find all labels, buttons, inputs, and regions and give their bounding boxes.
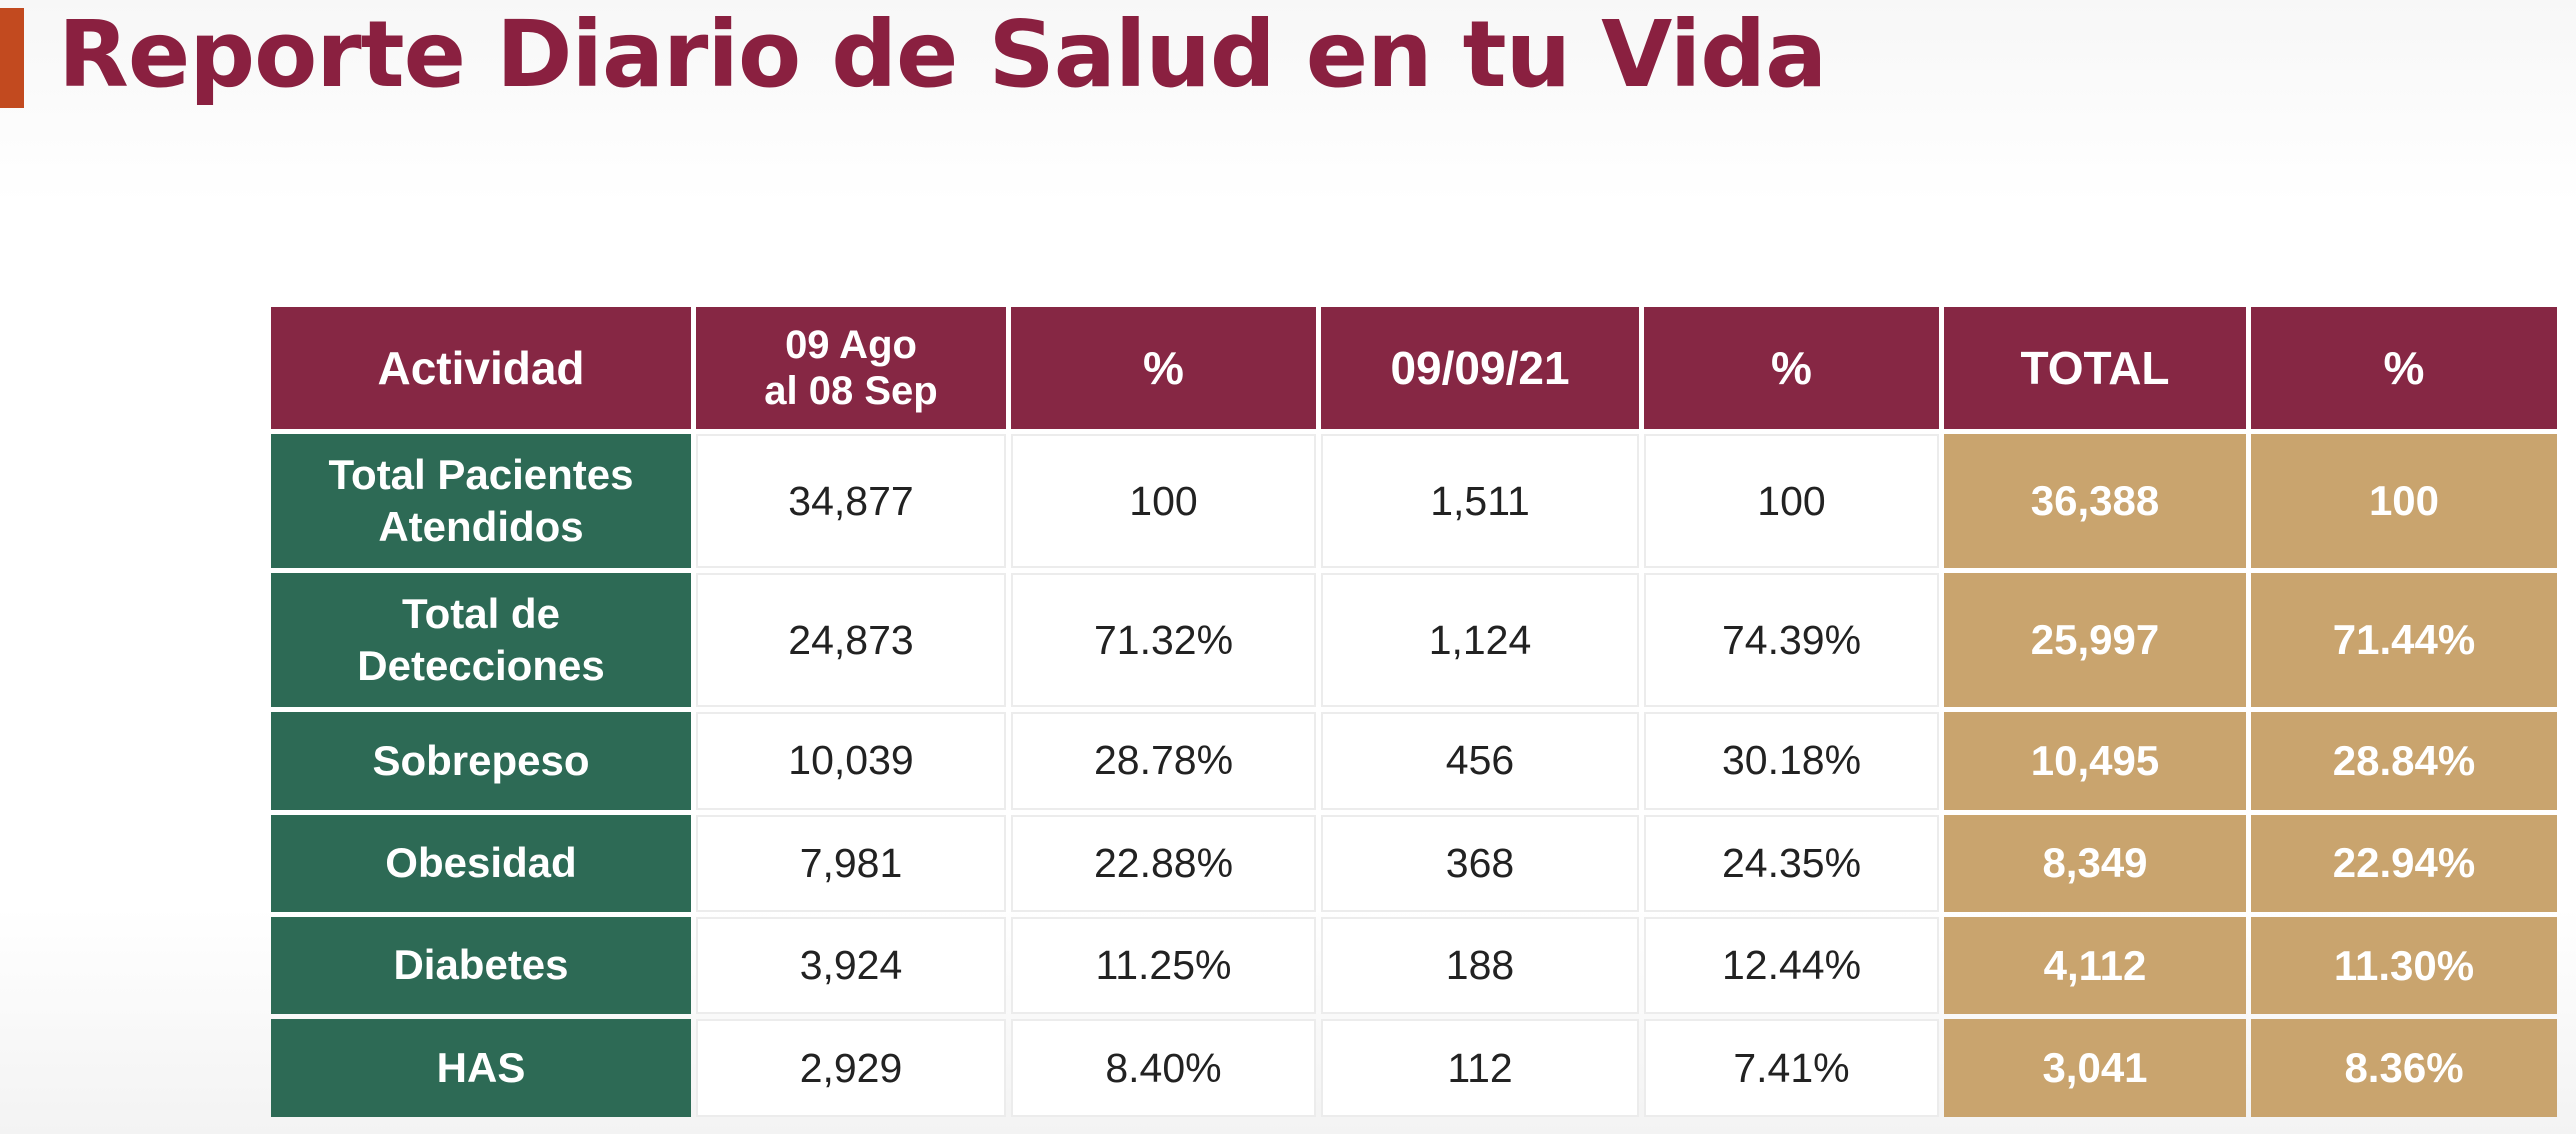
cell-periodo-pct: 28.78% (1011, 712, 1316, 810)
row-label-line1: Total Pacientes (328, 450, 634, 498)
cell-dia: 1,511 (1321, 434, 1639, 569)
header-fecha-pct: % (1644, 307, 1939, 429)
cell-periodo-pct: 71.32% (1011, 573, 1316, 708)
row-label: Obesidad (271, 814, 691, 912)
cell-dia: 112 (1321, 1019, 1639, 1117)
health-report-table: Actividad 09 Ago al 08 Sep % 09/09/21 % … (266, 302, 2562, 1122)
row-label-line2: Detecciones (357, 642, 605, 690)
cell-periodo: 10,039 (696, 712, 1006, 810)
row-label: Total de Detecciones (271, 573, 691, 708)
page-title: Reporte Diario de Salud en tu Vida (58, 1, 1827, 108)
cell-total: 36,388 (1944, 434, 2246, 569)
cell-total: 4,112 (1944, 917, 2246, 1015)
cell-total-pct: 8.36% (2251, 1019, 2557, 1117)
row-label: Diabetes (271, 917, 691, 1015)
cell-periodo: 7,981 (696, 814, 1006, 912)
cell-periodo: 3,924 (696, 917, 1006, 1015)
table-row: Total de Detecciones 24,873 71.32% 1,124… (271, 573, 2557, 708)
cell-total-pct: 100 (2251, 434, 2557, 569)
table-row: Total Pacientes Atendidos 34,877 100 1,5… (271, 434, 2557, 569)
cell-dia-pct: 7.41% (1644, 1019, 1939, 1117)
title-accent-bar (0, 8, 24, 108)
row-label: Total Pacientes Atendidos (271, 434, 691, 569)
cell-total-pct: 28.84% (2251, 712, 2557, 810)
header-fecha: 09/09/21 (1321, 307, 1639, 429)
cell-periodo: 34,877 (696, 434, 1006, 569)
header-periodo: 09 Ago al 08 Sep (696, 307, 1006, 429)
table-row: Diabetes 3,924 11.25% 188 12.44% 4,112 1… (271, 917, 2557, 1015)
cell-dia: 368 (1321, 814, 1639, 912)
header-periodo-line2: al 08 Sep (764, 369, 938, 413)
table-row: Sobrepeso 10,039 28.78% 456 30.18% 10,49… (271, 712, 2557, 810)
cell-dia-pct: 12.44% (1644, 917, 1939, 1015)
cell-total: 25,997 (1944, 573, 2246, 708)
cell-dia-pct: 30.18% (1644, 712, 1939, 810)
cell-dia-pct: 24.35% (1644, 814, 1939, 912)
header-periodo-line1: 09 Ago (785, 323, 917, 367)
cell-total-pct: 71.44% (2251, 573, 2557, 708)
cell-total-pct: 11.30% (2251, 917, 2557, 1015)
cell-periodo-pct: 22.88% (1011, 814, 1316, 912)
cell-periodo-pct: 8.40% (1011, 1019, 1316, 1117)
header-row: Actividad 09 Ago al 08 Sep % 09/09/21 % … (271, 307, 2557, 429)
table-row: Obesidad 7,981 22.88% 368 24.35% 8,349 2… (271, 814, 2557, 912)
cell-periodo-pct: 11.25% (1011, 917, 1316, 1015)
cell-periodo: 2,929 (696, 1019, 1006, 1117)
table-row: HAS 2,929 8.40% 112 7.41% 3,041 8.36% (271, 1019, 2557, 1117)
cell-total-pct: 22.94% (2251, 814, 2557, 912)
cell-dia: 456 (1321, 712, 1639, 810)
cell-dia-pct: 74.39% (1644, 573, 1939, 708)
header-periodo-pct: % (1011, 307, 1316, 429)
cell-dia-pct: 100 (1644, 434, 1939, 569)
header-total-pct: % (2251, 307, 2557, 429)
cell-total: 10,495 (1944, 712, 2246, 810)
row-label: HAS (271, 1019, 691, 1117)
header-total: TOTAL (1944, 307, 2246, 429)
cell-dia: 1,124 (1321, 573, 1639, 708)
header-actividad: Actividad (271, 307, 691, 429)
row-label-line1: Total de (402, 589, 560, 637)
cell-total: 8,349 (1944, 814, 2246, 912)
cell-periodo: 24,873 (696, 573, 1006, 708)
row-label-line2: Atendidos (378, 503, 584, 551)
cell-periodo-pct: 100 (1011, 434, 1316, 569)
row-label: Sobrepeso (271, 712, 691, 810)
cell-dia: 188 (1321, 917, 1639, 1015)
cell-total: 3,041 (1944, 1019, 2246, 1117)
